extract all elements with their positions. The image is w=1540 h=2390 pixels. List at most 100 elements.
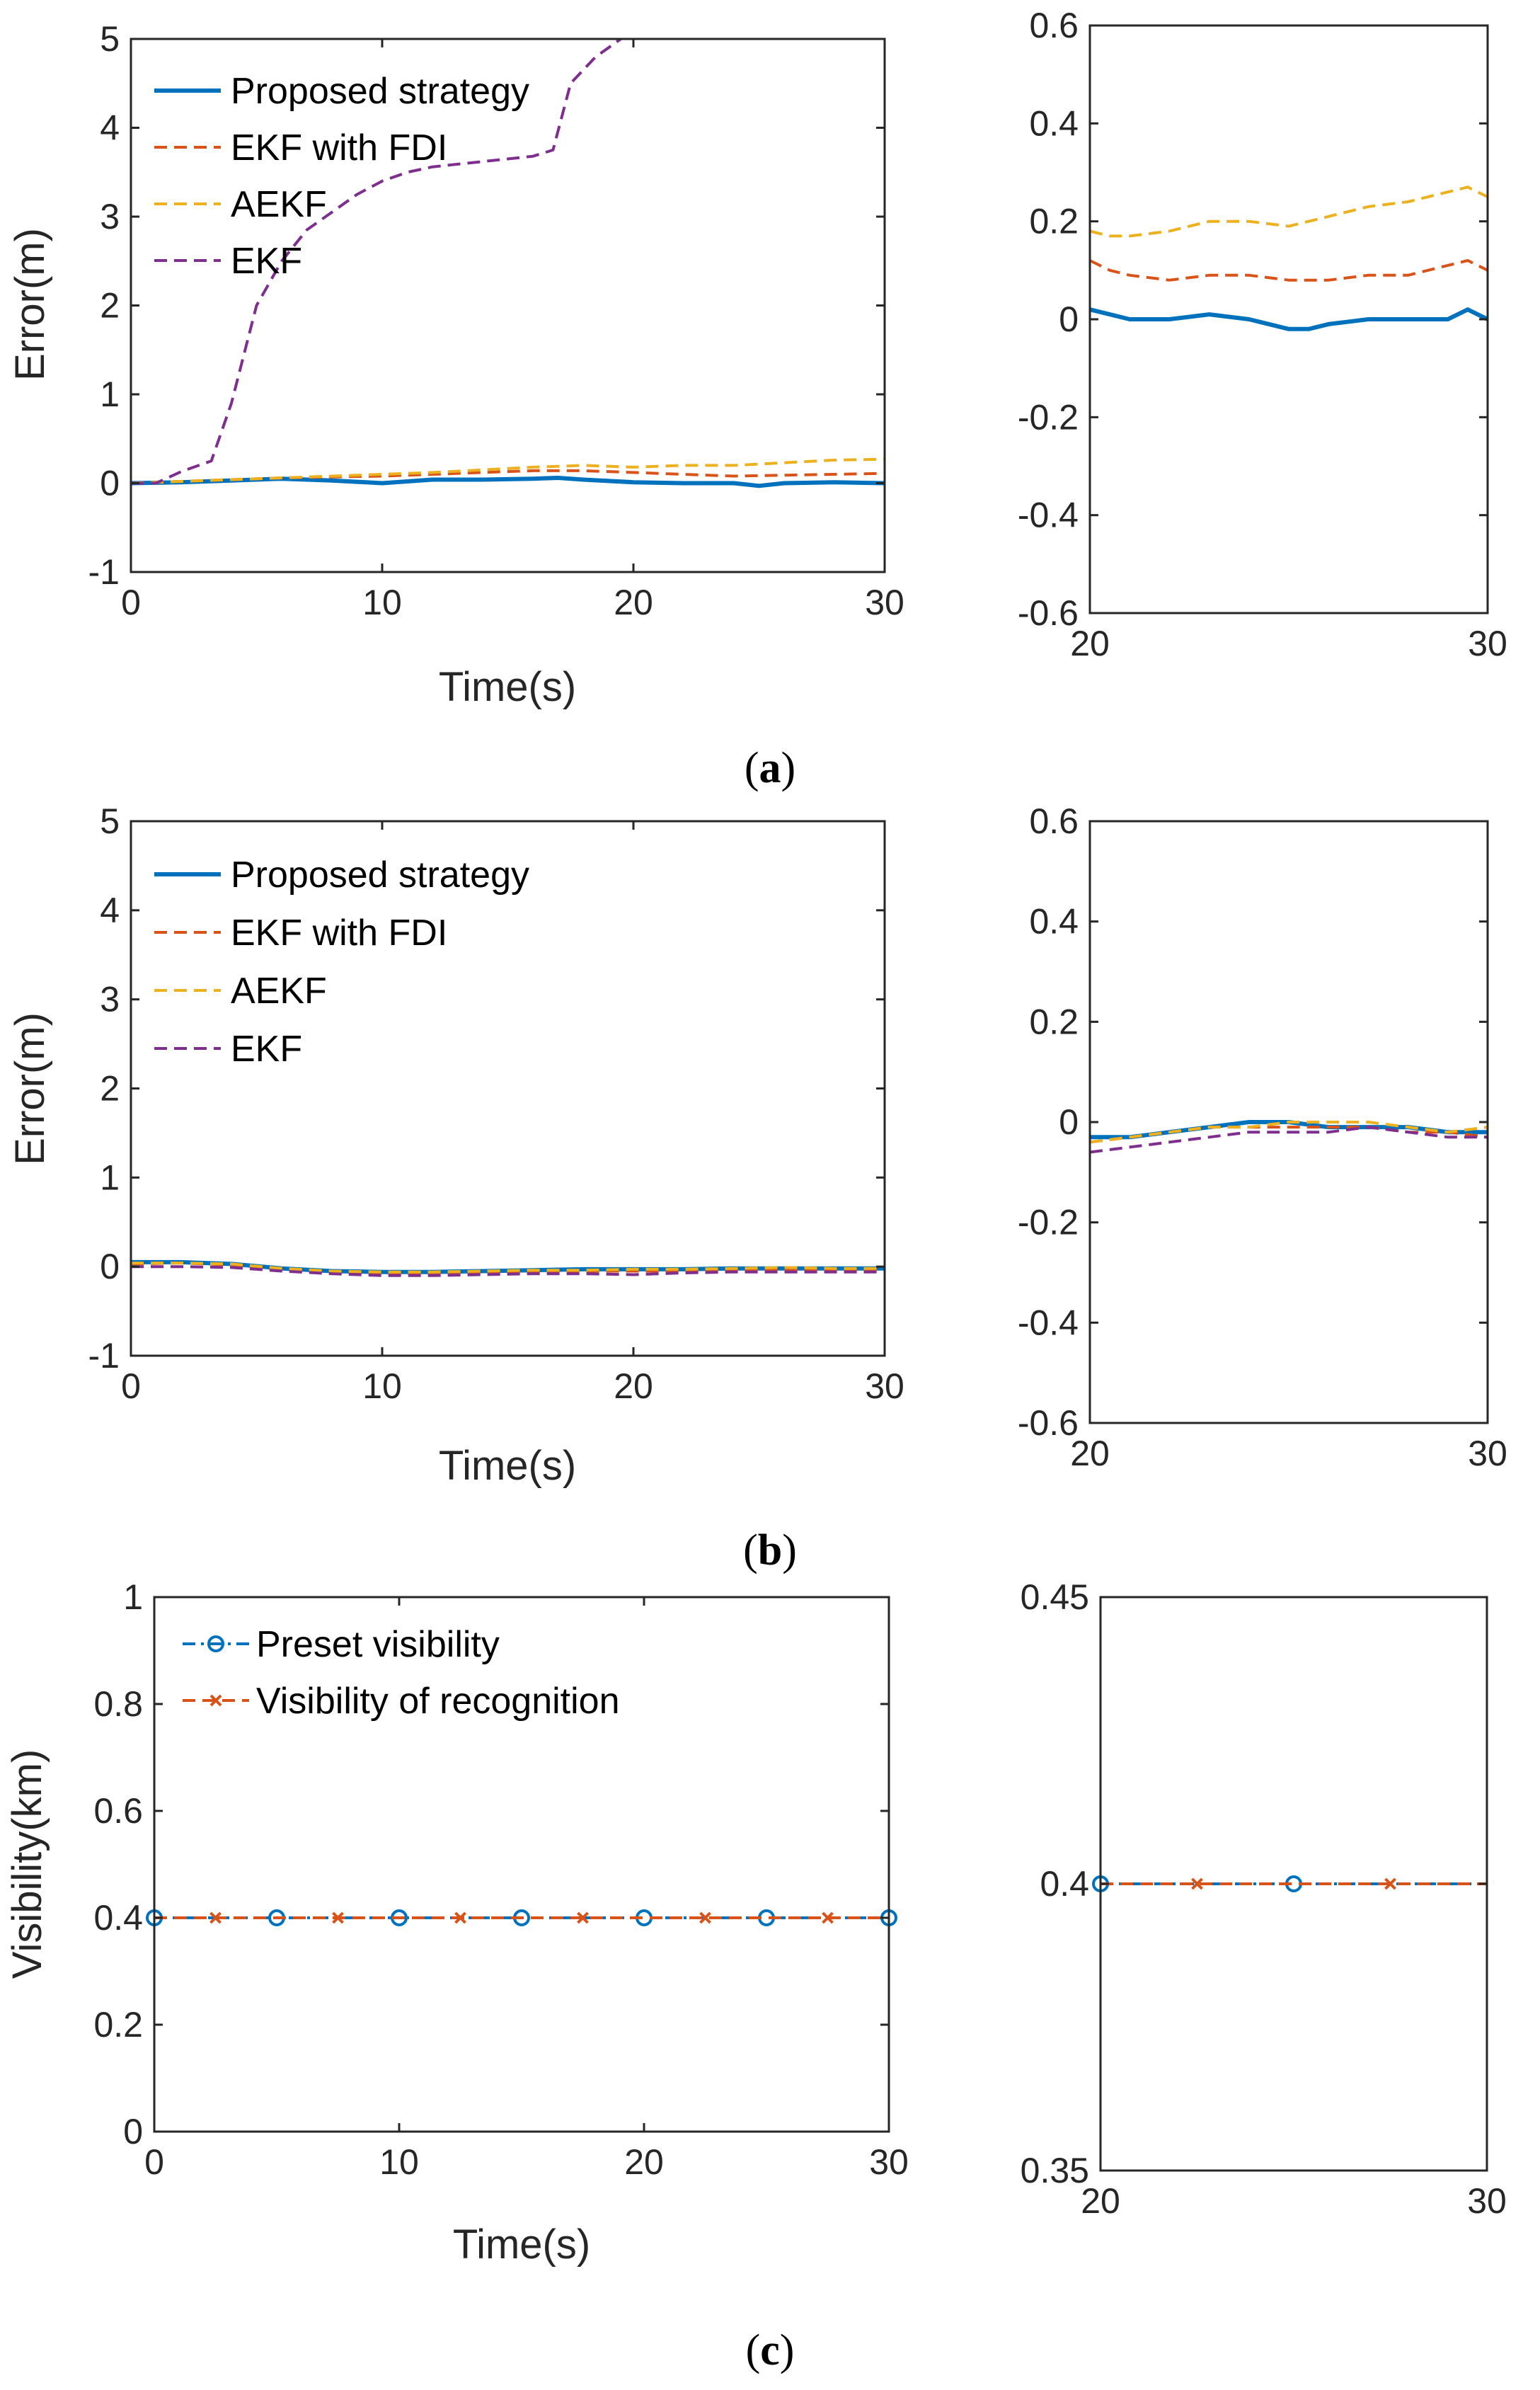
y-tick-label: -0.6 [1018,593,1079,633]
y-tick-label: 0.2 [93,2005,143,2045]
legend-marker-recognition [209,1694,222,1707]
y-tick-label: -0.6 [1018,1403,1079,1443]
x-tick-label: 30 [1468,1434,1507,1473]
x-tick-label: 30 [1467,2181,1507,2221]
marker-recognition [454,1911,466,1924]
y-tick-label: 0 [100,464,120,503]
y-tick-label: 4 [100,891,120,930]
y-tick-label: -0.2 [1018,397,1079,437]
axes-box [153,1596,890,2133]
x-tick-label: 10 [379,2142,419,2182]
y-tick-label: 0.4 [93,1898,143,1938]
chart-c-main: 0 10 20 30 0 0.2 0.4 0.6 0.8 1 Time(s) Visibility… [4,1577,909,2268]
x-tick-label: 10 [362,583,402,622]
caption-a-close: ) [781,744,796,792]
y-tick-label: 1 [123,1577,143,1617]
y-tick-label: 4 [100,108,120,148]
series-line-ekf [131,1265,885,1277]
series-line-aekf [131,1262,885,1274]
caption-b: (b) [743,1526,797,1574]
x-tick-label: 10 [362,1366,402,1406]
caption-b-letter: b [758,1526,782,1574]
caption-a-letter: a [759,744,781,792]
legend-label-ekf-fdi: EKF with FDI [231,913,447,954]
y-tick-label: 0.4 [1040,1864,1089,1904]
y-axis-label: Error(m) [7,228,53,381]
x-tick-label: 0 [121,583,141,622]
y-tick-label: 0 [100,1247,120,1286]
caption-c-close: ) [780,2326,795,2374]
legend-label-ekf: EKF [231,241,302,282]
x-tick-label: 20 [614,583,653,622]
y-tick-label: -1 [88,552,120,592]
y-tick-label: 0.6 [93,1791,143,1831]
marker-recognition [1384,1877,1396,1890]
x-tick-label: 20 [1070,624,1110,663]
chart-a-zoom: 20 30 -0.6 -0.4 -0.2 0 0.2 0.4 0.6 [1018,6,1507,663]
x-tick-label: 30 [865,583,904,622]
y-axis-label: Error(m) [7,1012,53,1165]
caption-a: (a) [745,744,795,792]
x-tick-label: 0 [144,2142,164,2182]
chart-b-zoom: 20 30 -0.6 -0.4 -0.2 0 0.2 0.4 0.6 [1018,801,1507,1473]
y-tick-label: 0 [123,2112,143,2151]
legend-label-preset: Preset visibility [256,1624,500,1665]
x-tick-label: 30 [865,1366,904,1406]
y-tick-label: 0.35 [1021,2151,1089,2190]
caption-c: (c) [746,2326,795,2374]
y-tick-label: 0.45 [1021,1577,1089,1617]
x-axis-label: Time(s) [439,664,576,710]
legend-label-ekf-fdi: EKF with FDI [231,127,447,168]
marker-recognition [699,1911,711,1924]
x-tick-label: 20 [1081,2181,1120,2221]
x-tick-label: 30 [869,2142,909,2182]
y-tick-label: 0.4 [1029,103,1079,143]
y-tick-label: 0.2 [1029,202,1079,241]
y-tick-label: 1 [100,1157,120,1197]
y-tick-label: -0.4 [1018,1303,1079,1342]
y-tick-label: -0.2 [1018,1203,1079,1242]
legend-label-recognition: Visibility of recognition [256,1681,620,1722]
series-line-ekf [131,38,622,485]
legend-label-aekf: AEKF [231,184,327,225]
x-axis-label: Time(s) [439,1443,576,1489]
y-tick-label: -1 [88,1336,120,1376]
series-line-aekf [1089,185,1488,238]
x-axis-label: Time(s) [453,2222,590,2268]
legend: Proposed strategy EKF with FDI AEKF EKF [154,71,529,282]
legend-label-ekf: EKF [231,1029,302,1070]
marker-recognition [1191,1877,1203,1890]
series-line-ekf [1089,1126,1488,1154]
x-tick-label: 20 [1070,1434,1110,1473]
x-tick-label: 0 [121,1366,141,1406]
marker-recognition [822,1911,834,1924]
x-tick-label: 30 [1468,624,1507,663]
legend: Proposed strategy EKF with FDI AEKF EKF [154,854,529,1070]
legend-label-proposed: Proposed strategy [231,71,529,112]
legend-label-aekf: AEKF [231,971,327,1012]
series-line-aekf [1089,1121,1488,1144]
y-tick-label: 2 [100,286,120,326]
series-line-aekf [130,457,885,485]
marker-recognition [209,1911,222,1924]
legend: Preset visibility Visibility of recognit… [183,1624,620,1722]
x-tick-label: 20 [624,2142,664,2182]
y-tick-label: 0.6 [1029,801,1079,841]
y-tick-label: 0 [1059,299,1079,339]
y-tick-label: 0.6 [1029,6,1079,45]
chart-c-zoom: 20 30 0.35 0.4 0.45 [1021,1577,1507,2221]
caption-b-open: ( [743,1526,758,1574]
y-tick-label: 0.4 [1029,902,1079,942]
y-tick-label: 0.8 [93,1684,143,1724]
y-tick-label: 3 [100,197,120,236]
y-axis-label: Visibility(km) [4,1749,50,1979]
y-tick-label: 0 [1059,1102,1079,1142]
y-tick-label: 1 [100,374,120,414]
y-tick-label: 2 [100,1069,120,1109]
marker-recognition [332,1911,344,1924]
y-tick-label: 3 [100,980,120,1019]
